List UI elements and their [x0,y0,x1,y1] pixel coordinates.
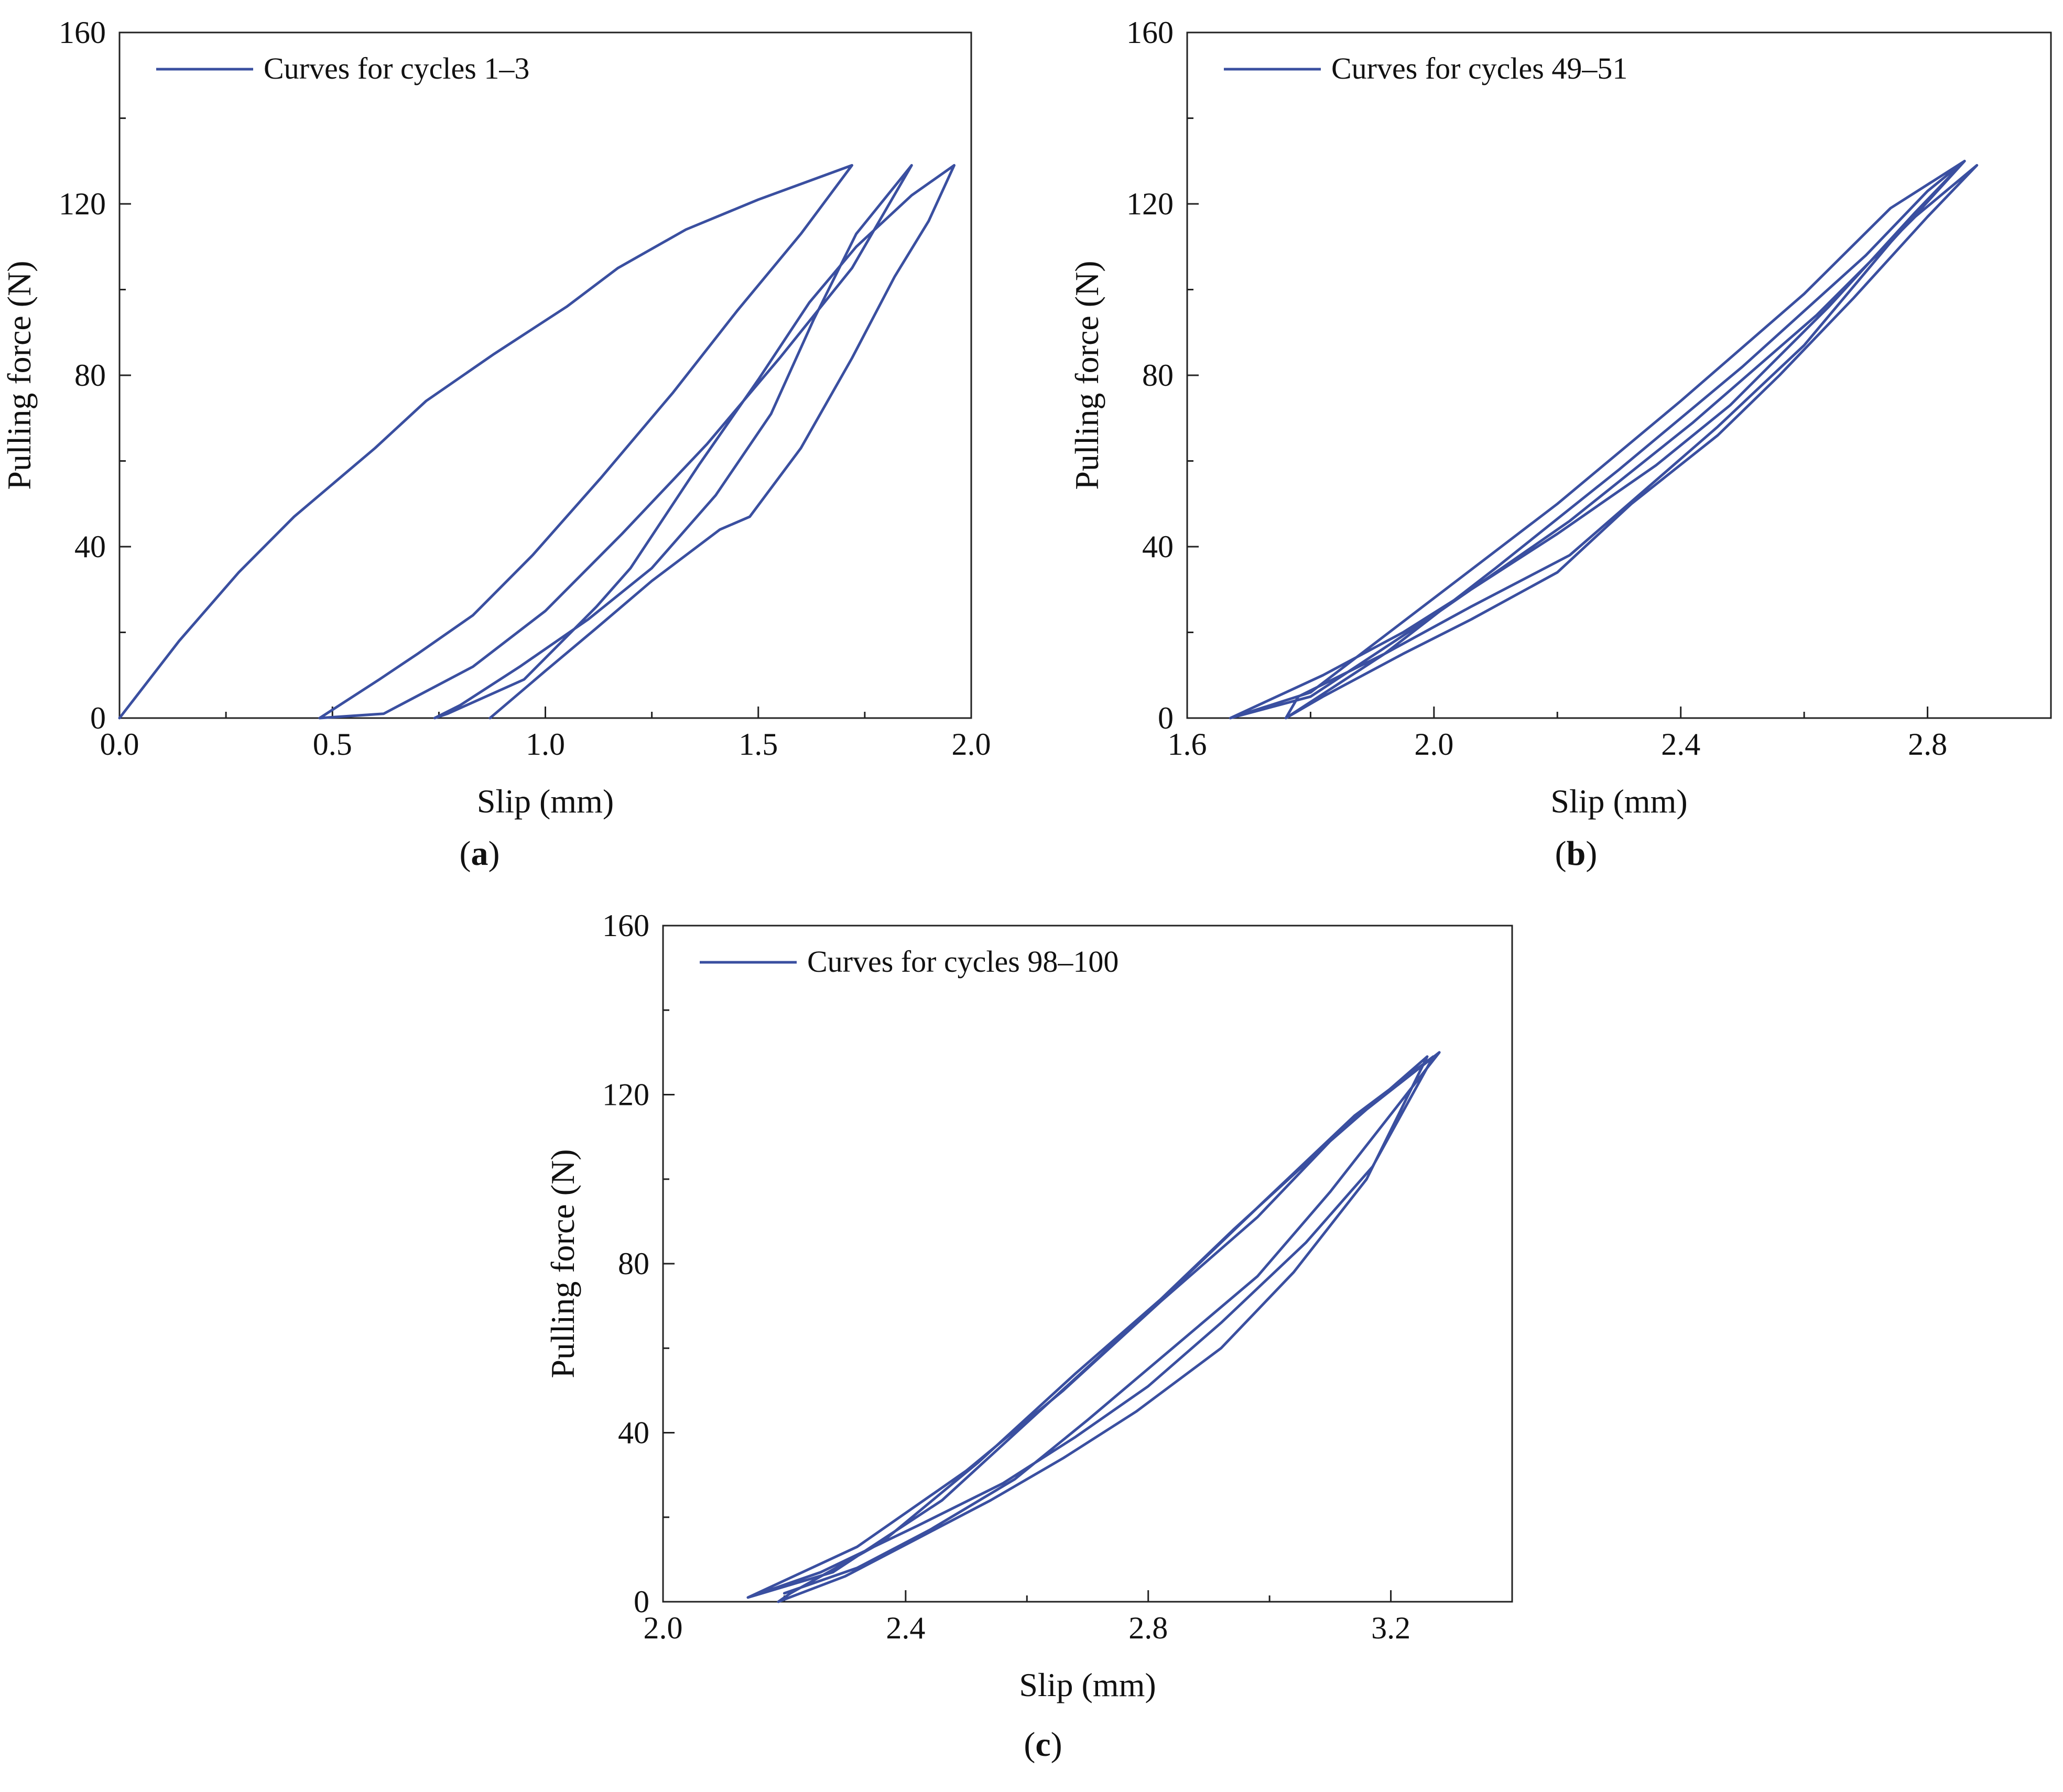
x-tick-label: 0.0 [100,727,139,762]
y-tick-label: 0 [1158,701,1174,735]
series-line-b-0 [1229,159,1979,720]
x-tick-label: 2.8 [1908,727,1947,762]
series-line-a-0 [118,164,956,720]
panel-label: (b) [1555,834,1598,873]
y-tick-label: 40 [1142,529,1174,564]
legend-entry: Curves for cycles 1–3 [264,51,529,85]
x-tick-label: 2.0 [1414,727,1453,762]
x-tick-label: 3.2 [1371,1611,1410,1645]
legend-entry: Curves for cycles 49–51 [1331,51,1627,85]
x-tick-label: 2.4 [886,1611,925,1645]
y-axis-title: Pulling force (N) [544,1149,581,1378]
legend-entry: Curves for cycles 98–100 [807,944,1119,979]
y-tick-label: 0 [90,701,106,735]
y-axis-title: Pulling force (N) [1068,260,1105,490]
series-line-c-0 [746,1051,1441,1603]
plot-frame [662,925,1513,1603]
y-tick-label: 80 [74,358,106,393]
x-axis-title: Slip (mm) [1550,783,1687,820]
x-tick-label: 1.5 [739,727,778,762]
y-tick-label: 160 [59,15,106,50]
y-tick-label: 160 [602,908,649,943]
y-tick-label: 0 [634,1584,649,1619]
plot-frame [1186,31,2052,719]
y-tick-label: 160 [1126,15,1174,50]
x-tick-label: 1.6 [1168,727,1207,762]
chart-panel-a: 0.0 0.5 1.0 1.5 2.0 0 40 80 120 160 Slip (mm) Pulli… [1,15,991,873]
chart-panel-b: 1.6 2.0 2.4 2.8 0 40 80 120 160 Slip (mm) Pulling … [1068,15,2052,873]
y-axis-title: Pulling force (N) [1,260,38,490]
y-tick-label: 120 [1126,187,1174,221]
y-tick-label: 40 [618,1416,649,1450]
panel-letter: c [1035,1725,1050,1764]
panel-letter: a [471,834,488,873]
x-tick-label: 0.5 [313,727,352,762]
panel-label: (a) [460,834,500,873]
panel-label: (c) [1024,1725,1062,1764]
x-tick-label: 2.0 [644,1611,683,1645]
y-tick-label: 40 [74,529,106,564]
x-tick-label: 2.4 [1661,727,1700,762]
panel-letter: b [1567,834,1586,873]
x-tick-label: 1.0 [526,727,565,762]
x-tick-label: 2.0 [952,727,991,762]
chart-panel-c: 2.0 2.4 2.8 3.2 0 40 80 120 160 Slip (mm) Pulling … [544,908,1513,1764]
y-tick-label: 80 [618,1246,649,1281]
y-tick-label: 80 [1142,358,1174,393]
x-tick-label: 2.8 [1128,1611,1168,1645]
y-tick-label: 120 [59,187,106,221]
x-axis-title: Slip (mm) [1019,1666,1156,1703]
x-axis-title: Slip (mm) [477,783,614,820]
y-tick-label: 120 [602,1078,649,1112]
